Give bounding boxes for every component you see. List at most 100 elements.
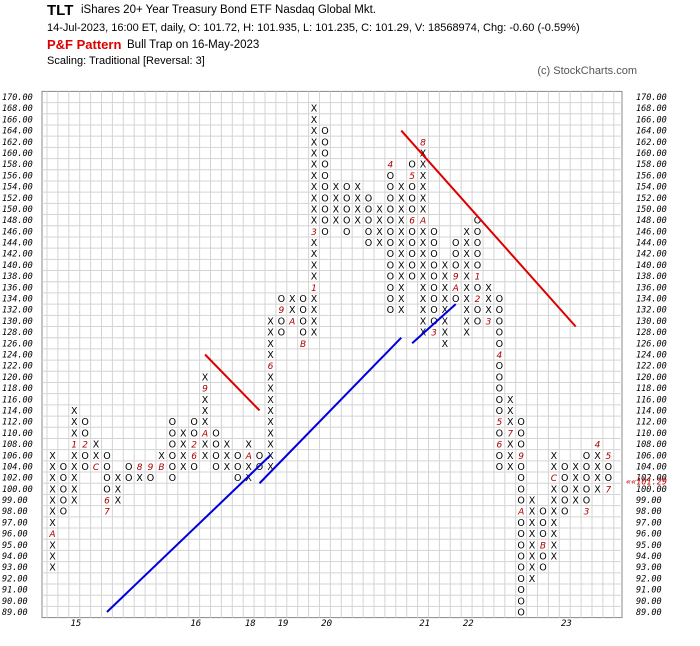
x-box: X (529, 507, 536, 518)
x-year-label: 16 (190, 619, 201, 629)
x-box: X (311, 260, 318, 271)
o-box: O (517, 462, 524, 473)
o-box: O (365, 216, 372, 227)
x-box: X (507, 406, 514, 417)
x-box: X (420, 260, 427, 271)
o-box: O (278, 316, 285, 327)
x-box: X (311, 182, 318, 193)
month-marker: A (419, 217, 426, 227)
y-tick-label-left: 126.00 (2, 339, 33, 349)
y-tick-label-right: 142.00 (636, 250, 667, 260)
x-box: X (136, 473, 143, 484)
x-box: X (463, 272, 470, 283)
x-box: X (442, 328, 449, 339)
x-box: X (49, 507, 56, 518)
o-box: O (517, 563, 524, 574)
y-tick-label-left: 99.00 (2, 496, 28, 506)
o-box: O (212, 428, 219, 439)
y-tick-label-right: 166.00 (636, 115, 667, 125)
o-box: O (474, 216, 481, 227)
y-tick-label-left: 142.00 (2, 250, 33, 260)
x-box: X (354, 193, 361, 204)
x-box: X (529, 540, 536, 551)
x-box: X (420, 204, 427, 215)
month-marker: 1 (71, 441, 77, 451)
x-box: X (420, 171, 427, 182)
x-box: X (507, 417, 514, 428)
o-box: O (517, 552, 524, 563)
x-box: X (115, 484, 122, 495)
y-tick-label-left: 97.00 (2, 518, 28, 528)
x-box: X (376, 216, 383, 227)
month-marker: 3 (311, 228, 317, 238)
y-tick-label-right: 118.00 (636, 384, 667, 394)
x-box: X (420, 283, 427, 294)
o-box: O (343, 204, 350, 215)
x-box: X (311, 137, 318, 148)
o-box: O (169, 417, 176, 428)
o-box: O (496, 395, 503, 406)
o-box: O (561, 484, 568, 495)
o-box: O (321, 227, 328, 238)
o-box: O (583, 496, 590, 507)
month-marker: 2 (82, 441, 88, 451)
o-box: O (430, 227, 437, 238)
x-box: X (398, 204, 405, 215)
x-box: X (49, 473, 56, 484)
o-box: O (321, 193, 328, 204)
o-box: O (517, 484, 524, 495)
o-box: O (81, 462, 88, 473)
y-tick-label-left: 96.00 (2, 530, 28, 540)
o-box: O (190, 462, 197, 473)
y-tick-label-left: 132.00 (2, 306, 33, 316)
x-box: X (267, 417, 274, 428)
o-box: O (517, 529, 524, 540)
x-box: X (180, 440, 187, 451)
x-box: X (267, 328, 274, 339)
x-box: X (71, 462, 78, 473)
y-tick-label-right: 110.00 (636, 429, 667, 439)
month-marker: 4 (496, 351, 502, 361)
o-box: O (365, 193, 372, 204)
x-box: X (398, 260, 405, 271)
pf-pattern-value: Bull Trap on 16-May-2023 (127, 39, 260, 51)
month-marker: A (517, 508, 524, 518)
y-tick-label-left: 168.00 (2, 104, 33, 114)
y-tick-label-left: 144.00 (2, 239, 33, 249)
y-tick-label-left: 114.00 (2, 406, 33, 416)
x-box: X (311, 216, 318, 227)
o-box: O (387, 216, 394, 227)
x-box: X (398, 272, 405, 283)
o-box: O (321, 216, 328, 227)
x-year-label: 20 (321, 619, 332, 629)
y-tick-label-right: 138.00 (636, 272, 667, 282)
month-marker: 2 (475, 295, 481, 305)
o-box: O (387, 227, 394, 238)
x-box: X (333, 204, 340, 215)
o-box: O (517, 473, 524, 484)
o-box: O (299, 328, 306, 339)
o-box: O (256, 462, 263, 473)
x-box: X (115, 473, 122, 484)
plot-frame (41, 90, 623, 619)
x-box: X (420, 227, 427, 238)
trendlines (106, 129, 577, 613)
o-box: O (190, 428, 197, 439)
x-box: X (507, 462, 514, 473)
o-box: O (539, 529, 546, 540)
month-marker: A (48, 530, 55, 540)
o-box: O (299, 316, 306, 327)
x-box: X (71, 451, 78, 462)
o-box: O (517, 496, 524, 507)
y-tick-label-left: 110.00 (2, 429, 33, 439)
month-marker: 4 (595, 441, 601, 451)
